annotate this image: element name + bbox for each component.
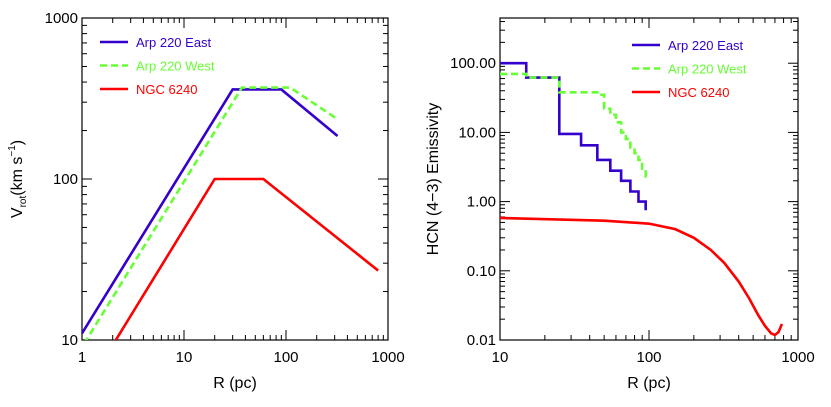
y-tick-label: 100 [53, 171, 78, 188]
x-tick-label: 1000 [781, 349, 814, 366]
x-axis-title: R (pc) [213, 375, 257, 392]
right-panel-hcn-emissivity: 10 100 1000 0.01 0.10 1.00 10.00 100.00 R (pc) HC… [425, 17, 815, 392]
legend: Arp 220 East Arp 220 West NGC 6240 [632, 38, 747, 100]
x-axis-title: R (pc) [627, 375, 671, 392]
y-axis-title-close: ) [9, 140, 26, 145]
y-tick-label: 10.00 [458, 124, 496, 141]
y-tick-label: 100.00 [450, 55, 496, 72]
legend-label: NGC 6240 [136, 82, 197, 97]
x-tick-label: 100 [273, 349, 298, 366]
y-tick-label: 0.01 [467, 332, 496, 349]
series-line-arp-220-east [500, 61, 647, 211]
y-axis-title-units: (km s [9, 157, 26, 196]
series-line-arp-220-west [500, 72, 649, 178]
y-axis-title-sub: rot [18, 196, 29, 208]
series-line-ngc-6240 [500, 216, 784, 337]
legend: Arp 220 East Arp 220 West NGC 6240 [100, 35, 215, 97]
x-tick-label: 1000 [371, 349, 404, 366]
y-tick-label: 1000 [45, 10, 78, 27]
y-axis-title-sup: −1 [7, 145, 18, 157]
y-tick-label: 0.10 [467, 263, 496, 280]
series-line-arp-220-west [84, 86, 339, 340]
series-line-arp-220-east [82, 88, 339, 335]
legend-label: Arp 220 East [668, 38, 744, 53]
x-tick-label: 10 [176, 349, 193, 366]
y-axis-title: Vrot(km s−1) [7, 140, 29, 218]
y-tick-label: 1.00 [467, 194, 496, 211]
legend-label: Arp 220 West [136, 59, 215, 74]
y-axis-title-v: V [9, 207, 26, 218]
series-group [82, 86, 379, 340]
series-group [500, 61, 784, 337]
x-tick-label: 1 [78, 349, 86, 366]
plot-frame [499, 17, 799, 341]
legend-label: NGC 6240 [668, 85, 729, 100]
x-tick-label: 100 [636, 349, 661, 366]
legend-label: Arp 220 West [668, 62, 747, 77]
series-line-ngc-6240 [114, 177, 379, 340]
legend-label: Arp 220 East [136, 35, 212, 50]
x-tick-label: 10 [492, 349, 509, 366]
y-tick-label: 10 [61, 332, 78, 349]
y-axis-title: HCN (4−3) Emissivity [425, 103, 442, 255]
